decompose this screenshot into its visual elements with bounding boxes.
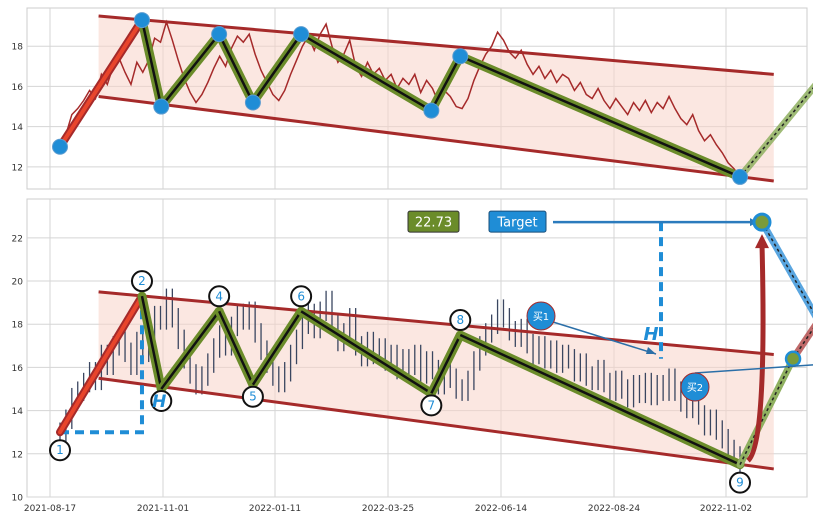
- bot-zigzag-inner: [160, 310, 221, 390]
- bot-buy1-circle: [526, 301, 556, 331]
- bot-zigzag-inner: [140, 295, 163, 390]
- top-pivot-point: [133, 12, 150, 29]
- bot-xtick-label: 2022-01-11: [249, 504, 301, 514]
- bot-pivot-label-circle: [241, 385, 264, 408]
- bot-zigzag-inner: [300, 310, 433, 395]
- bot-ytick-label: 16: [12, 364, 24, 374]
- bot-xtick-label: 2022-11-02: [700, 504, 752, 514]
- bot-pivot-label-circle: [150, 390, 173, 413]
- bot-target-label-text: Target: [496, 216, 537, 231]
- bot-ytick-label: 20: [12, 278, 24, 288]
- bot-pivot-label: 7: [428, 398, 436, 412]
- top-pivot-point: [211, 26, 228, 43]
- top-ytick-label: 16: [12, 83, 24, 93]
- bot-h-label-right: H: [643, 324, 658, 345]
- bot-zigzag-inner: [459, 333, 741, 466]
- bot-pivot-label: 6: [297, 289, 305, 303]
- bot-proj-leg-1-dash: [739, 358, 794, 465]
- top-zigzag-first-inner: [58, 18, 144, 149]
- bot-pivot-label: 9: [736, 476, 744, 490]
- bot-buy2-label: 买2: [687, 382, 703, 394]
- bot-pivot-label-circle: [130, 270, 153, 293]
- top-channel-upper: [98, 14, 774, 76]
- bot-pivot-label: 4: [215, 289, 223, 303]
- bot-pivot-label-circle: [290, 285, 313, 308]
- top-pivot-point: [293, 26, 310, 43]
- top-projection-dash: [739, 87, 813, 178]
- bot-pivot-label: 2: [138, 274, 146, 288]
- top-zigzag-inner: [430, 55, 462, 112]
- top-ytick-label: 12: [12, 163, 23, 173]
- bot-xtick-label: 2021-08-17: [24, 504, 76, 514]
- bot-target-value-box: [407, 210, 460, 233]
- bot-curved-arrow-head: [755, 234, 769, 249]
- bot-pivot-label-h: H: [152, 392, 166, 412]
- bot-xtick-label: 2022-08-24: [588, 504, 641, 514]
- bot-pivot-label-circle: [449, 309, 472, 332]
- bot-pivot-label-circle: [49, 439, 71, 462]
- top-ytick-label: 14: [12, 123, 24, 133]
- bot-proj-leg-2-dash: [761, 221, 813, 313]
- top-zigzag-inner: [459, 55, 741, 179]
- bot-xtick-label: 2021-11-01: [137, 504, 189, 514]
- bot-proj-peak: [789, 322, 813, 363]
- bot-pivot-label: 1: [56, 443, 64, 457]
- bot-pivot-label: 5: [249, 390, 257, 404]
- top-zigzag-inner: [160, 33, 221, 108]
- bot-buy1-label: 买1: [533, 311, 549, 323]
- top-pivot-point: [244, 94, 261, 111]
- bot-buy1-arrow: [552, 321, 657, 355]
- bot-ytick-label: 22: [12, 234, 23, 244]
- top-pivot-point: [423, 102, 440, 119]
- bot-curved-arrow: [746, 244, 766, 463]
- bot-ytick-label: 10: [12, 494, 24, 504]
- top-pivot-point: [452, 48, 469, 65]
- bot-pivot-label-circle: [729, 471, 751, 494]
- top-zigzag-inner: [300, 33, 432, 112]
- bot-channel-lower: [98, 376, 774, 471]
- top-channel-lower: [98, 95, 774, 183]
- top-pivot-point: [153, 98, 170, 115]
- top-zigzag-inner: [251, 33, 303, 104]
- bot-pivot-label-circle: [208, 285, 231, 308]
- bot-buy1-point: [784, 350, 802, 368]
- bot-xtick-label: 2022-06-14: [475, 504, 528, 514]
- top-zigzag-inner: [140, 19, 163, 107]
- bot-zigzag-inner: [251, 310, 303, 386]
- bot-target-value-text: 22.73: [415, 216, 452, 231]
- bot-zigzag-first-inner: [58, 294, 144, 435]
- bot-buy2-circle: [680, 372, 710, 402]
- bot-target-point: [752, 212, 772, 232]
- bot-pivot-label: 8: [456, 313, 464, 327]
- top-pivot-point: [52, 138, 68, 155]
- bot-ytick-label: 18: [12, 321, 24, 331]
- bot-target-label-box: [488, 210, 547, 233]
- bot-ytick-label: 14: [12, 407, 24, 417]
- bot-zigzag-inner: [430, 334, 462, 394]
- top-price-line: [59, 19, 741, 178]
- bot-buy1-arrow-head: [646, 347, 656, 354]
- top-zigzag-inner: [218, 33, 255, 104]
- bot-xtick-label: 2022-03-25: [362, 504, 414, 514]
- bot-buy2-arrow: [694, 364, 813, 374]
- top-ytick-label: 18: [12, 43, 24, 53]
- bot-h-measure-left: [60, 296, 144, 435]
- bot-zigzag-inner: [218, 310, 255, 386]
- bot-pivot-label-circle: [420, 394, 443, 417]
- top-pivot-point: [732, 168, 748, 185]
- bot-ytick-label: 12: [12, 450, 23, 460]
